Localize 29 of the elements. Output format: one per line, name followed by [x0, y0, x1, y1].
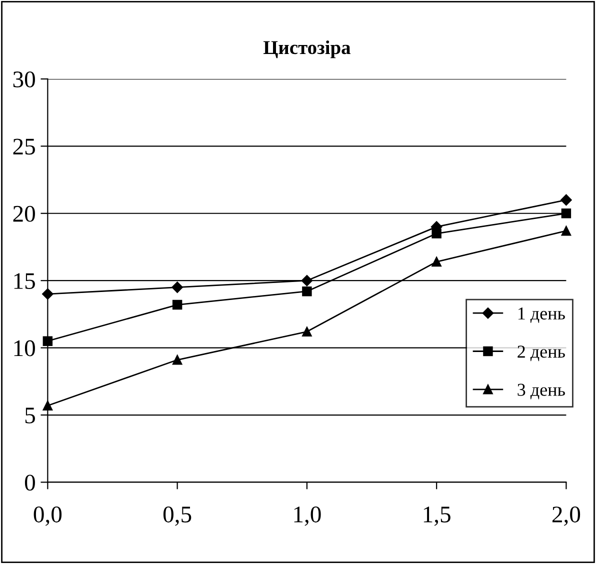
point [301, 274, 313, 286]
point [432, 228, 442, 238]
y-tick-label: 0 [24, 474, 35, 491]
point [302, 326, 312, 337]
point [42, 288, 54, 300]
x-tick-label: 1,0 [294, 506, 321, 526]
x-tick-label: 0,5 [163, 506, 192, 526]
point [172, 282, 183, 293]
legend-label: 1 день [518, 308, 565, 323]
point [432, 256, 442, 267]
point [302, 286, 312, 296]
point [172, 300, 182, 310]
x-tick-label: 2,0 [552, 506, 580, 526]
point [560, 194, 572, 206]
y-tick-label: 15 [14, 273, 35, 290]
y-tick-label: 25 [13, 138, 35, 155]
legend-label: 2 день [518, 346, 565, 362]
point [561, 208, 572, 218]
point [172, 355, 182, 365]
y-tick-label: 20 [13, 206, 35, 222]
chart-title: Цистозіра [263, 40, 351, 58]
y-tick-label: 5 [25, 408, 35, 424]
y-tick-label: 10 [14, 340, 35, 356]
y-tick-label: 30 [13, 71, 35, 88]
legend-label: 3 день [518, 384, 565, 400]
x-tick-label: 1,5 [424, 506, 450, 526]
x-tick-label: 0,0 [34, 506, 62, 526]
point [561, 226, 572, 236]
point [42, 336, 53, 346]
